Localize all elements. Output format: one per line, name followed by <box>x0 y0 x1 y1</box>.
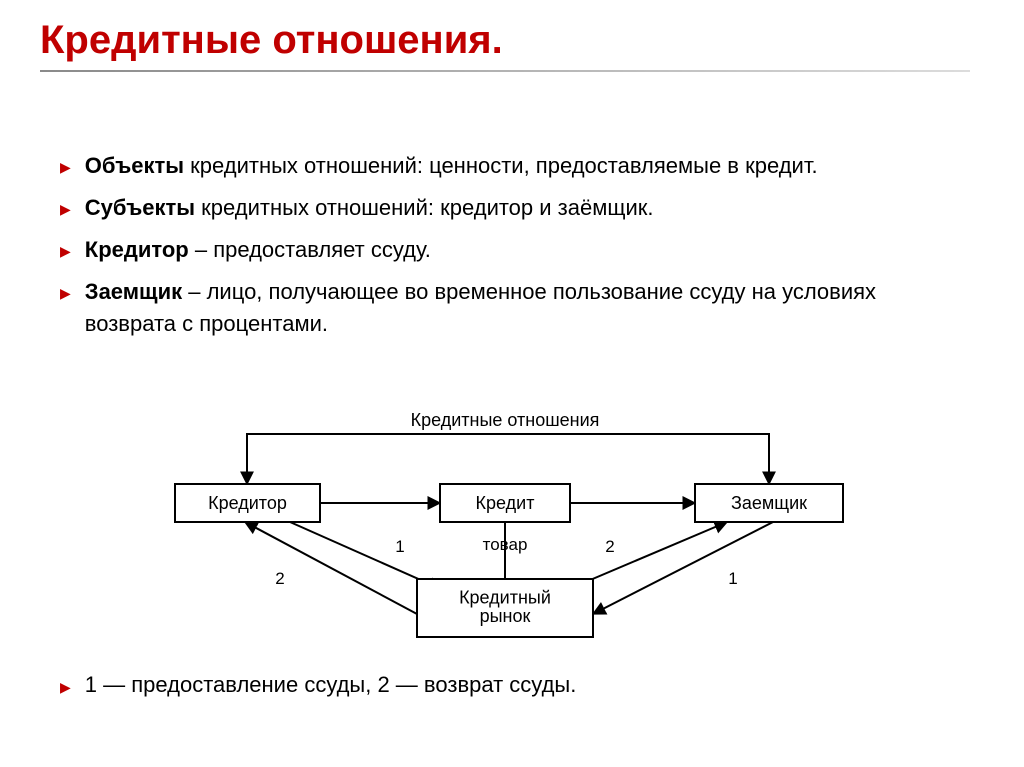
list-item: ▶ Субъекты кредитных отношений: кредитор … <box>60 192 960 224</box>
bullet-text: Заемщик – лицо, получающее во временное … <box>85 276 960 340</box>
title-underline <box>40 70 970 72</box>
bullet-marker-icon: ▶ <box>60 157 71 177</box>
edge-market-to-creditor-2 <box>245 522 417 614</box>
node-label-creditor: Кредитор <box>208 493 287 513</box>
node-label-borrower: Заемщик <box>731 493 807 513</box>
node-label-credit: Кредит <box>476 493 535 513</box>
edge-top-arc <box>247 434 769 484</box>
edge-label: 1 <box>728 569 737 588</box>
credit-relations-diagram: 1 2 2 1 Кредитные отношения товар Кредитор Кред… <box>155 404 855 664</box>
bullet-list: ▶ Объекты кредитных отношений: ценности, … <box>60 150 960 349</box>
legend-text: 1 — предоставление ссуды, 2 — возврат сс… <box>85 672 577 698</box>
list-item: ▶ Кредитор – предоставляет ссуду. <box>60 234 960 266</box>
list-item: ▶ Объекты кредитных отношений: ценности, … <box>60 150 960 182</box>
legend: ▶ 1 — предоставление ссуды, 2 — возврат … <box>60 672 576 698</box>
slide: Кредитные отношения. ▶ Объекты кредитных … <box>0 0 1024 767</box>
list-item: ▶ Заемщик – лицо, получающее во временное… <box>60 276 960 340</box>
bullet-marker-icon: ▶ <box>60 679 71 696</box>
bullet-marker-icon: ▶ <box>60 241 71 261</box>
edge-label: 1 <box>395 537 404 556</box>
diagram-top-label: Кредитные отношения <box>411 410 600 430</box>
tovar-label: товар <box>483 535 528 554</box>
diagram-svg: 1 2 2 1 Кредитные отношения товар Кредитор Кред… <box>155 404 855 664</box>
node-label-market: Кредитный <box>459 587 551 607</box>
bullet-text: Объекты кредитных отношений: ценности, п… <box>85 150 818 182</box>
edge-label: 2 <box>605 537 614 556</box>
edge-label: 2 <box>275 569 284 588</box>
bullet-text: Субъекты кредитных отношений: кредитор и… <box>85 192 654 224</box>
node-label-market: рынок <box>480 606 531 626</box>
bullet-marker-icon: ▶ <box>60 283 71 303</box>
bullet-marker-icon: ▶ <box>60 199 71 219</box>
bullet-text: Кредитор – предоставляет ссуду. <box>85 234 431 266</box>
page-title: Кредитные отношения. <box>40 18 503 63</box>
